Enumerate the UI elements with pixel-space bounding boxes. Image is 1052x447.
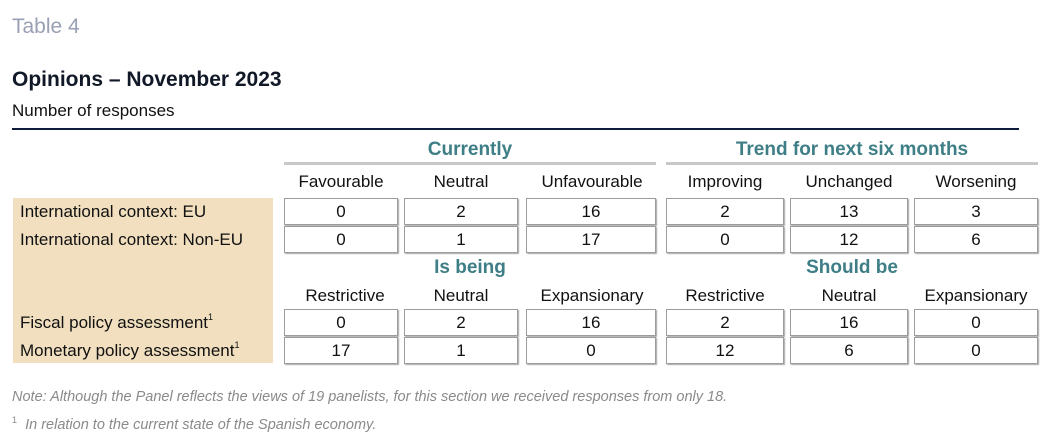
table-cell: 0: [914, 309, 1038, 336]
table-cell: 12: [666, 337, 784, 364]
row-label: Fiscal policy assessment1: [20, 312, 214, 332]
table-cell: 6: [790, 337, 908, 364]
table-cell: 6: [914, 226, 1038, 253]
header-divider: [12, 128, 1019, 130]
group-header-is-being: Is being: [434, 257, 506, 278]
column-header: Neutral: [821, 286, 877, 305]
table-footnote: 1 In relation to the current state of th…: [12, 415, 377, 433]
column-header: Neutral: [433, 172, 489, 191]
row-label: International context: EU: [20, 202, 207, 221]
table-cell: 2: [404, 309, 518, 336]
table-cell: 1: [404, 337, 518, 364]
table-cell: 0: [284, 226, 398, 253]
table-cell: 1: [404, 226, 518, 253]
column-header: Unfavourable: [541, 172, 643, 191]
table-cell: 13: [790, 198, 908, 225]
table-cell: 0: [284, 309, 398, 336]
group-header-should-be: Should be: [806, 257, 898, 278]
column-header: Expansionary: [540, 286, 644, 305]
table-cell: 2: [666, 198, 784, 225]
row-label-background: [13, 198, 273, 363]
table-cell: 12: [790, 226, 908, 253]
footnote-marker: 1: [234, 340, 240, 350]
column-header: Unchanged: [805, 172, 893, 191]
column-header: Improving: [687, 172, 763, 191]
footnote-marker: 1: [12, 415, 18, 425]
table-cell: 16: [790, 309, 908, 336]
table-title: Opinions – November 2023: [12, 68, 282, 91]
group-underline: [284, 162, 656, 165]
table-note: Note: Although the Panel reflects the vi…: [12, 389, 728, 405]
row-label: International context: Non-EU: [20, 230, 244, 249]
group-underline: [666, 162, 1038, 165]
table-cell: 17: [526, 226, 656, 253]
group-header-currently: Currently: [427, 139, 513, 160]
table-cell: 16: [526, 309, 656, 336]
column-header: Expansionary: [924, 286, 1028, 305]
row-label: Monetary policy assessment1: [20, 340, 240, 360]
table-cell: 0: [284, 198, 398, 225]
group-header-trend: Trend for next six months: [735, 139, 969, 160]
table-cell: 0: [914, 337, 1038, 364]
table-cell: 17: [284, 337, 398, 364]
column-header: Restrictive: [685, 286, 765, 305]
table-cell: 2: [404, 198, 518, 225]
column-header: Restrictive: [305, 286, 385, 305]
table-subtitle: Number of responses: [12, 101, 175, 120]
table-cell: 2: [666, 309, 784, 336]
table-cell: 3: [914, 198, 1038, 225]
column-header: Neutral: [433, 286, 489, 305]
table-cell: 0: [666, 226, 784, 253]
footnote-marker: 1: [208, 312, 214, 322]
column-header: Worsening: [935, 172, 1017, 191]
table-cell: 0: [526, 337, 656, 364]
table-cell: 16: [526, 198, 656, 225]
table-label: Table 4: [12, 15, 80, 38]
column-header: Favourable: [298, 172, 384, 191]
